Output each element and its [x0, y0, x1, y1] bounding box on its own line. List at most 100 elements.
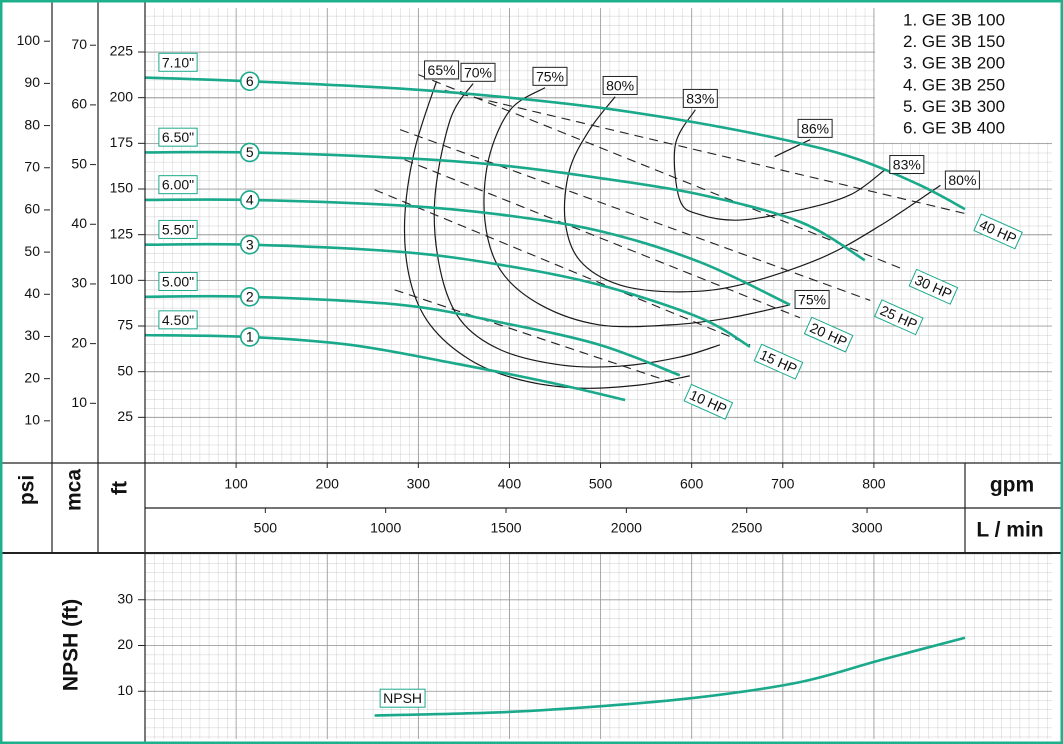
power-label-box: [683, 383, 734, 420]
efficiency-curve: [673, 109, 886, 221]
y3-tick-label: 60: [71, 96, 87, 112]
y2-tick-label: 10: [24, 412, 40, 428]
efficiency-curve: [774, 139, 811, 158]
curve-number-circle: [239, 327, 260, 347]
curves: [144, 74, 970, 717]
diameter-label: 4.50": [158, 310, 198, 330]
impeller-curve: [144, 76, 966, 211]
impeller-curve: [144, 150, 866, 262]
efficiency-label: 75%: [532, 66, 568, 86]
y2-tick-label: 30: [24, 327, 40, 343]
y2-tick-label: 50: [24, 243, 40, 259]
y-tick-label: 225: [110, 43, 134, 59]
impeller-curve: [144, 333, 626, 402]
efficiency-label-text: 80%: [606, 77, 634, 93]
x-tick-label: 800: [862, 476, 886, 492]
npsh-label-text: NPSH: [383, 690, 422, 706]
efficiency-label-text: 70%: [464, 64, 492, 80]
y-tick-label: 200: [110, 88, 134, 104]
x-axis-label: gpm: [990, 474, 1034, 497]
efficiency-curve: [403, 81, 690, 389]
y-tick-label: 50: [117, 362, 133, 378]
y-tick-label: 175: [110, 134, 134, 150]
efficiency-label-text: 83%: [686, 90, 714, 106]
efficiency-label: 65%: [424, 60, 460, 80]
efficiency-label-text: 75%: [536, 68, 564, 84]
efficiency-label: 75%: [794, 290, 830, 310]
diameter-label: 7.10": [158, 52, 198, 72]
diameter-label-text: 5.50": [162, 221, 194, 237]
curve-number-circle: [239, 142, 260, 163]
x-tick-label: 500: [589, 476, 613, 492]
npsh-tick-label: 30: [117, 590, 133, 606]
y2-tick-label: 90: [24, 74, 40, 90]
power-label-box: [873, 299, 924, 336]
x-tick-label: 600: [680, 476, 704, 492]
efficiency-label-text: 80%: [948, 172, 976, 188]
x2-tick-label: 1000: [370, 520, 401, 536]
legend-item: 5. GE 3B 300: [903, 97, 1005, 116]
x-tick-label: 700: [771, 476, 795, 492]
x2-tick-label: 2000: [611, 520, 642, 536]
legend-item: 2. GE 3B 150: [903, 32, 1005, 51]
npsh-label: NPSH: [379, 688, 426, 708]
y3-tick-label: 70: [71, 36, 87, 52]
y2-tick-label: 60: [24, 201, 40, 217]
y2-tick-label: 70: [24, 158, 40, 174]
npsh-tick-label: 20: [117, 636, 133, 652]
legend-item: 6. GE 3B 400: [903, 118, 1005, 137]
diameter-label-text: 5.00": [162, 273, 194, 289]
power-line: [399, 129, 871, 301]
x-tick-label: 300: [407, 476, 431, 492]
x-tick-label: 400: [498, 476, 522, 492]
curve-number-circle: [239, 190, 260, 210]
efficiency-label: 83%: [889, 155, 925, 175]
efficiency-curve: [483, 87, 791, 328]
y-tick-label: 25: [117, 408, 133, 424]
efficiency-label-box: [944, 170, 980, 190]
efficiency-label-box: [532, 66, 568, 86]
curve-number: 3: [246, 236, 254, 252]
power-line: [374, 189, 751, 346]
y3-tick-label: 30: [71, 275, 87, 291]
power-label-box: [908, 268, 959, 305]
efficiency-label-text: 65%: [428, 62, 456, 78]
efficiency-label-box: [889, 155, 925, 175]
npsh-axis-label: NPSH (ft): [60, 599, 83, 691]
efficiency-curve: [563, 96, 941, 293]
diameter-label: 6.00": [158, 175, 198, 195]
y2-tick-label: 20: [24, 369, 40, 385]
legend-box: [875, 8, 1052, 142]
curve-number-circle: [239, 71, 260, 92]
efficiency-label-box: [794, 290, 830, 310]
y-tick-label: 125: [110, 225, 134, 241]
diameter-label-text: 6.00": [162, 177, 194, 193]
y-tick-label: 150: [110, 180, 134, 196]
efficiency-label-text: 83%: [893, 157, 921, 173]
diameter-label-box: [158, 52, 198, 72]
diameter-label-box: [158, 175, 198, 195]
power-label-box: [973, 213, 1023, 250]
y3-tick-label: 10: [71, 394, 87, 410]
y-tick-label: 75: [117, 317, 133, 333]
diameter-label-box: [158, 127, 198, 147]
x-tick-label: 100: [224, 476, 248, 492]
legend-item: 4. GE 3B 250: [903, 75, 1005, 94]
x2-tick-label: 1500: [490, 520, 521, 536]
efficiency-label-box: [424, 60, 460, 80]
x2-axis-label: L / min: [976, 519, 1043, 542]
efficiency-label-text: 86%: [801, 120, 829, 136]
efficiency-label: 80%: [602, 75, 638, 95]
x2-tick-label: 3000: [851, 520, 882, 536]
y3-tick-label: 20: [71, 334, 87, 350]
y2-axis-label: psi: [16, 475, 39, 505]
efficiency-label-box: [460, 62, 496, 82]
power-label-box: [803, 316, 854, 353]
y-axis-label: ft: [109, 481, 132, 495]
curve-number-circle: [239, 234, 260, 255]
curve-number: 4: [246, 192, 254, 208]
efficiency-label-box: [797, 118, 833, 138]
diameter-label-box: [158, 310, 198, 330]
y2-tick-label: 100: [17, 32, 41, 48]
